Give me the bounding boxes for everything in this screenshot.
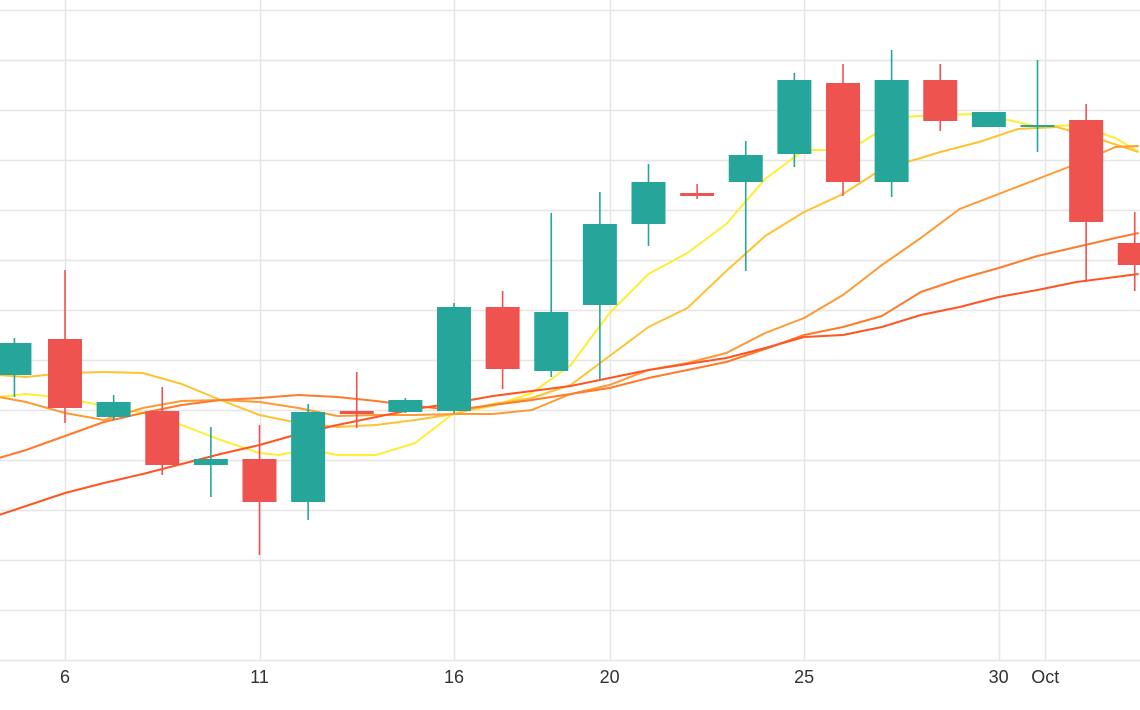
- x-tick-label: 20: [600, 667, 620, 687]
- moving-average-line-4: [0, 232, 1139, 459]
- x-axis-tick-labels: 6 11 16 20 25 30 Oct: [60, 667, 1059, 687]
- moving-average-lines: [0, 113, 1140, 516]
- candle-body: [388, 400, 423, 412]
- candle-body: [242, 459, 277, 502]
- x-tick-label: 6: [60, 667, 70, 687]
- candle-up: [437, 303, 471, 413]
- candle-up: [96, 395, 131, 420]
- candle-up: [631, 164, 666, 246]
- candle-up: [193, 427, 228, 497]
- x-tick-label: 16: [444, 667, 464, 687]
- x-tick-label: 30: [989, 667, 1009, 687]
- candle-down: [826, 64, 860, 196]
- candle-up: [582, 192, 617, 380]
- candle-body: [874, 80, 909, 182]
- candle-down: [680, 184, 715, 199]
- candle-body: [1020, 125, 1055, 127]
- candle-down: [242, 425, 277, 555]
- moving-average-line-1: [0, 113, 1140, 456]
- candle-body: [826, 83, 860, 182]
- candle-up: [291, 404, 326, 520]
- x-tick-label: 11: [250, 667, 269, 687]
- candle-body: [631, 182, 666, 224]
- candle-body: [0, 343, 32, 375]
- candle-up: [0, 338, 32, 397]
- x-tick-label: 25: [794, 667, 814, 687]
- candle-body: [291, 412, 326, 502]
- candle-body: [728, 155, 763, 182]
- candle-up: [534, 213, 569, 377]
- candle-body: [971, 112, 1006, 127]
- candle-body: [534, 312, 569, 371]
- candle-body: [48, 339, 82, 408]
- candle-body: [96, 402, 131, 417]
- candle-up: [1020, 60, 1055, 152]
- candle-down: [48, 270, 82, 423]
- moving-average-line-5: [0, 273, 1139, 516]
- candle-down: [1117, 212, 1140, 291]
- candle-body: [145, 411, 180, 465]
- candle-up: [874, 50, 909, 197]
- x-tick-label: Oct: [1031, 667, 1059, 687]
- candle-body: [485, 307, 520, 369]
- candles: [0, 50, 1140, 555]
- candle-down: [339, 372, 374, 428]
- grid-lines: [0, 0, 1140, 662]
- candle-up: [777, 73, 812, 167]
- candle-up: [971, 112, 1006, 127]
- candle-body: [582, 224, 617, 305]
- candle-body: [777, 80, 812, 154]
- moving-average-line-3: [0, 145, 1139, 421]
- candle-body: [680, 193, 715, 196]
- candle-body: [923, 80, 958, 121]
- candle-body: [437, 307, 471, 411]
- candle-body: [1069, 120, 1104, 222]
- candle-body: [1117, 243, 1140, 265]
- candle-down: [145, 387, 180, 475]
- candle-down: [923, 64, 958, 131]
- candle-up: [388, 398, 423, 413]
- candle-down: [485, 291, 520, 389]
- candle-down: [1069, 104, 1104, 282]
- candle-body: [339, 411, 374, 414]
- candle-body: [193, 459, 228, 465]
- candle-up: [728, 141, 763, 271]
